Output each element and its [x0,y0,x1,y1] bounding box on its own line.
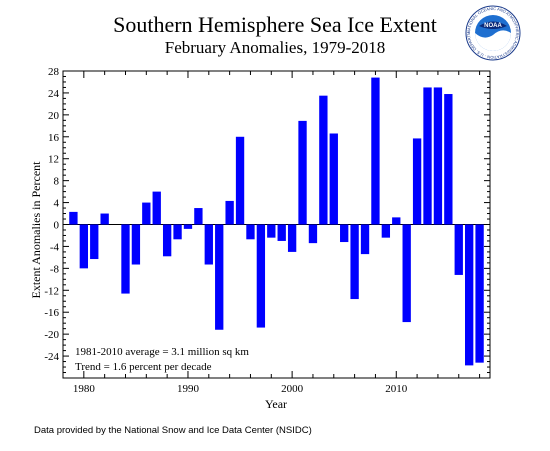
bar [329,133,338,225]
y-tick-label: -12 [44,285,59,297]
bar [454,224,463,275]
bar [350,224,359,300]
bar [204,224,213,265]
bar [423,87,432,225]
average-annotation: 1981-2010 average = 3.1 million sq km [75,346,249,358]
bar [319,95,328,225]
bar [131,224,141,265]
y-tick-label: 8 [54,176,60,188]
bar [360,224,370,255]
y-tick-label: 4 [54,198,60,210]
bar [142,202,151,225]
bar [90,224,99,260]
bar [402,224,411,323]
y-axis-label: Extent Anomalies in Percent [29,161,43,299]
logo-text: NOAA [484,23,502,29]
bar [173,224,182,240]
bar [235,136,245,225]
x-axis-label: Year [265,397,287,411]
y-tick-label: -8 [50,263,60,275]
bar [69,211,78,225]
y-tick-label: 24 [48,88,60,100]
bar [298,120,307,225]
bar [465,224,474,366]
bar [225,200,234,225]
bar [183,224,193,229]
y-tick-label: 20 [48,110,60,122]
x-tick-label: 1990 [177,383,200,395]
bar [79,224,88,269]
bar [392,217,401,225]
bar [246,224,255,240]
bar [308,224,318,244]
y-tick-label: -16 [44,307,59,319]
bar [433,87,443,225]
bar [287,224,297,252]
x-tick-label: 1980 [73,383,96,395]
bar [162,224,172,257]
bar [256,224,266,328]
bar [381,224,391,238]
x-tick-label: 2000 [281,383,304,395]
chart-subtitle: February Anomalies, 1979-2018 [164,38,386,57]
data-credit: Data provided by the National Snow and I… [34,425,312,436]
bar [444,94,453,225]
bar [194,208,203,225]
y-tick-label: 16 [48,132,60,144]
trend-annotation: Trend = 1.6 percent per decade [75,361,212,373]
bar [100,213,109,225]
chart-title: Southern Hemisphere Sea Ice Extent [113,12,437,37]
y-tick-label: 0 [54,220,60,232]
bar [475,224,484,363]
y-tick-label: 28 [48,66,60,78]
bar [340,224,349,243]
y-tick-label: -4 [50,241,60,253]
bar [121,224,130,294]
bar [152,191,161,225]
y-tick-label: -24 [44,351,59,363]
bar [267,224,276,238]
bar [215,224,224,330]
bar [371,77,380,225]
bar [412,138,422,225]
bar [277,224,286,241]
noaa-logo: NATIONAL OCEANIC AND ATMOSPHERIC ADMINIS… [465,5,521,61]
y-tick-label: -20 [44,329,59,341]
y-tick-label: 12 [48,154,59,166]
x-tick-label: 2010 [385,383,408,395]
